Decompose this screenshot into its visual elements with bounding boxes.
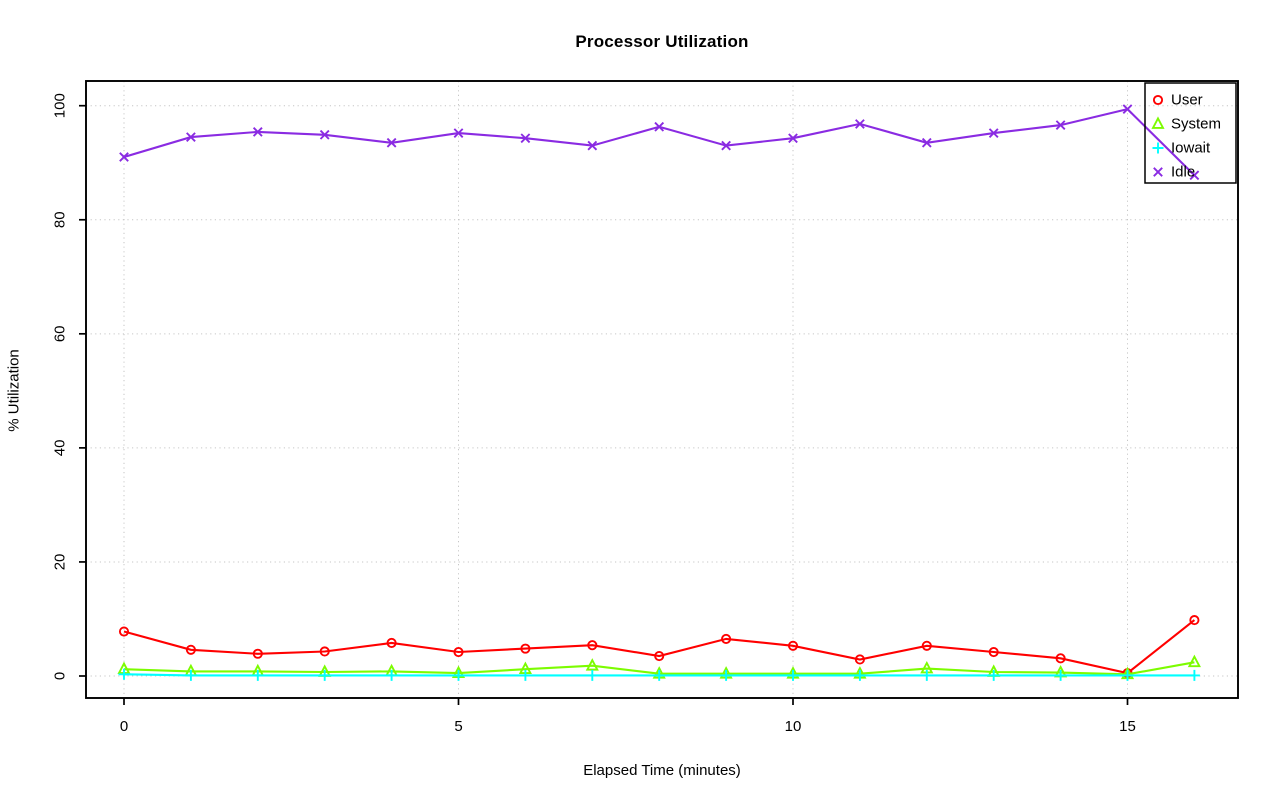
plot-border [85, 80, 1239, 699]
plus-marker [118, 668, 130, 680]
series-line [123, 619, 1196, 675]
x-marker [1153, 167, 1163, 177]
circle-marker [319, 646, 330, 657]
circle-marker [1055, 653, 1066, 664]
triangle-marker [1151, 116, 1165, 129]
legend-label-iowait: Iowait [1171, 140, 1211, 157]
x-marker [386, 137, 397, 148]
circle-marker [921, 640, 932, 651]
circle-marker [453, 646, 464, 658]
x-tick-label: 15 [1119, 718, 1136, 735]
gridlines [86, 81, 1238, 698]
plus-marker [988, 669, 1000, 681]
x-marker [988, 128, 999, 138]
plus-marker [586, 669, 598, 681]
x-marker [252, 127, 263, 137]
x-marker [1055, 120, 1066, 130]
tick-labels: 0 5 10 15 0 20 40 60 80 100 [52, 93, 1136, 735]
plus-marker [185, 669, 197, 681]
circle-marker [252, 648, 263, 659]
x-marker [721, 140, 731, 151]
x-marker [654, 121, 665, 132]
x-tick-label: 5 [454, 718, 462, 735]
circle-marker [185, 644, 196, 655]
circle-marker [854, 654, 865, 665]
triangle-marker [585, 658, 599, 671]
circle-marker [118, 626, 130, 637]
series-line [123, 107, 1196, 177]
plus-marker [1055, 669, 1067, 681]
legend-label-idle: Idle [1171, 164, 1195, 181]
circle-marker [1189, 615, 1200, 626]
plus-marker [787, 669, 799, 681]
series-user [118, 615, 1200, 679]
legend: User System Iowait Idle [1144, 82, 1237, 184]
x-marker [788, 133, 798, 144]
series-idle [119, 104, 1200, 181]
triangle-marker [1187, 654, 1201, 668]
plus-marker [1188, 669, 1200, 681]
plus-marker [653, 669, 665, 681]
chart-title: Processor Utilization [575, 32, 749, 51]
y-tick-label: 20 [52, 554, 69, 571]
plus-marker [252, 669, 264, 681]
y-tick-label: 80 [52, 211, 69, 228]
y-axis-label: % Utilization [5, 349, 23, 432]
plus-marker [319, 669, 331, 681]
legend-box [1144, 82, 1237, 184]
plus-marker [386, 669, 398, 681]
x-marker [921, 137, 932, 148]
legend-label-system: System [1171, 116, 1221, 133]
x-marker [319, 129, 330, 140]
legend-label-user: User [1171, 92, 1203, 109]
plus-marker [921, 669, 933, 681]
x-marker [1122, 104, 1133, 114]
plus-marker [519, 669, 531, 681]
plus-marker [720, 669, 732, 681]
plus-marker [453, 669, 464, 681]
plus-marker [1152, 142, 1164, 154]
x-marker [453, 128, 464, 138]
series-iowait [118, 668, 1200, 681]
circle-marker [520, 643, 531, 654]
circle-marker [787, 640, 799, 651]
x-marker [119, 152, 129, 162]
circle-marker [721, 633, 732, 644]
x-axis-label: Elapsed Time (minutes) [583, 762, 741, 779]
x-marker [855, 119, 865, 129]
x-tick-label: 10 [785, 718, 802, 735]
y-tick-label: 40 [52, 440, 69, 457]
plus-marker [1122, 669, 1133, 681]
x-marker [587, 140, 598, 151]
y-tick-label: 0 [52, 672, 69, 680]
y-tick-label: 100 [52, 93, 69, 118]
circle-marker [988, 646, 999, 658]
x-marker [520, 133, 531, 144]
axis-ticks [79, 104, 1129, 705]
circle-marker [386, 637, 397, 648]
x-marker [1189, 170, 1200, 181]
x-tick-label: 0 [120, 718, 128, 735]
plus-marker [854, 669, 866, 681]
circle-marker [654, 650, 665, 662]
x-marker [186, 132, 196, 142]
y-tick-label: 60 [52, 325, 69, 342]
circle-marker [1152, 94, 1164, 106]
circle-marker [587, 640, 598, 651]
